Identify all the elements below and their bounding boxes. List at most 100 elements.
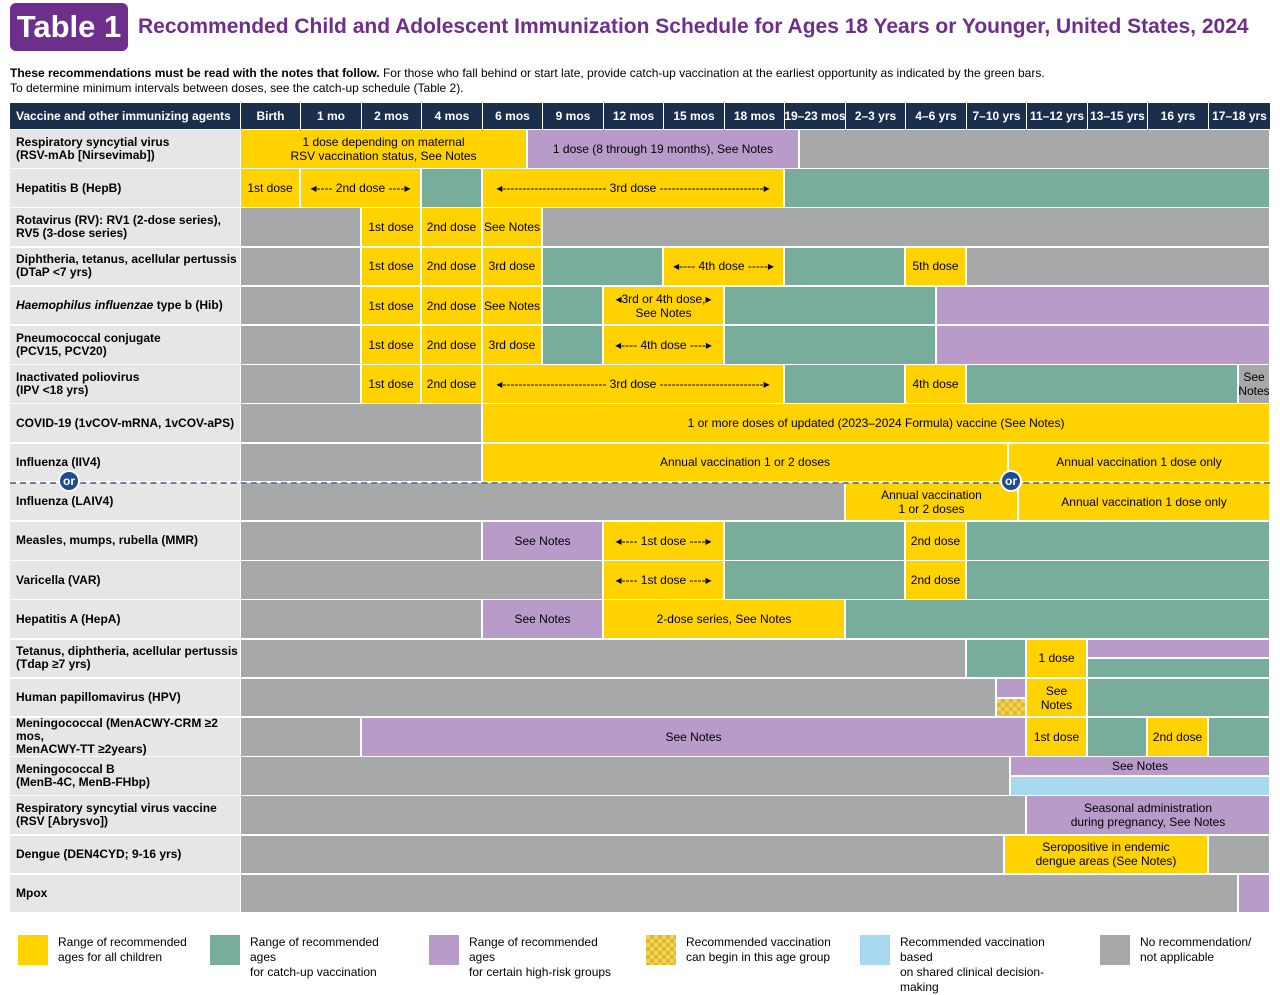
vaccine-name: Meningococcal B (MenB-4C, MenB-FHbp): [10, 757, 240, 795]
cell-text-line: Annual vaccination 1 dose only: [1061, 494, 1227, 509]
vaccine-name-line: Mpox: [16, 886, 48, 901]
column-header-age: Birth: [240, 103, 300, 129]
schedule-cell: 1 dose: [1027, 639, 1086, 678]
schedule-cell: 2nd dose: [906, 561, 965, 599]
schedule-cell: See Notes: [362, 718, 1025, 756]
vaccine-name: Respiratory syncytial virus vaccine (RSV …: [10, 796, 240, 835]
legend-label-line: for catch-up vaccination: [250, 965, 377, 979]
vaccine-name-text: Measles, mumps, rubella (MMR): [16, 534, 198, 547]
cell-text: 2nd dose: [1153, 730, 1202, 744]
vaccine-name-line: Tetanus, diphtheria, acellular pertussis: [16, 644, 238, 659]
vaccine-name-text: Human papillomavirus (HPV): [16, 691, 181, 704]
cell-text: Annual vaccination 1 or 2 doses: [881, 488, 982, 516]
legend-label-line: Recommended vaccination based: [900, 935, 1045, 964]
cell-text: ◂---- 4th dose ----▸: [615, 338, 712, 352]
cell-text-line: 2nd dose: [426, 337, 477, 352]
vaccine-name-text: Tetanus, diphtheria, acellular pertussis…: [16, 645, 238, 671]
vaccine-name-line: COVID-19 (1vCOV-mRNA, 1vCOV-aPS): [16, 415, 235, 430]
cell-text: See Notes: [665, 730, 721, 744]
vaccine-name-line: Meningococcal (MenACWY-CRM ≥2 mos,: [16, 716, 218, 744]
vaccine-name-line: Diphtheria, tetanus, acellular pertussis: [16, 252, 237, 267]
schedule-cell: [937, 286, 1269, 325]
column-header-age: 12 mos: [603, 103, 663, 129]
cell-text-line: See: [1045, 683, 1068, 698]
cell-text: 4th dose: [912, 377, 958, 391]
vaccine-name-text: Pneumococcal conjugate (PCV15, PCV20): [16, 331, 161, 358]
cell-text-line: 2nd dose: [426, 259, 477, 274]
vaccine-name-line: Respiratory syncytial virus vaccine: [16, 801, 217, 816]
schedule-cell: See Notes: [483, 286, 541, 325]
cell-text-line: 1 dose depending on maternal: [302, 134, 465, 149]
cell-text: 1 dose depending on maternal RSV vaccinat…: [290, 135, 476, 163]
schedule-cell: [422, 169, 481, 207]
influenza-divider: [10, 481, 1270, 484]
vaccine-name-rest: type b (Hib): [153, 298, 223, 313]
cell-text: 1st dose: [368, 220, 413, 234]
vaccine-name: Inactivated poliovirus (IPV <18 yrs): [10, 365, 240, 403]
vaccine-name-line: (RSV [Abrysvo]): [16, 814, 109, 829]
vaccine-name: Pneumococcal conjugate (PCV15, PCV20): [10, 326, 240, 364]
schedule-cell: [997, 698, 1025, 717]
cell-text: ◂---- 2nd dose ----▸: [310, 181, 410, 195]
vaccine-name: Meningococcal (MenACWY-CRM ≥2 mos, MenACW…: [10, 716, 240, 757]
schedule-cell: 3rd dose: [483, 247, 541, 286]
cell-text-line: Annual vaccination 1 or 2 doses: [659, 455, 831, 470]
column-header-age: 2 mos: [361, 103, 421, 129]
schedule-cell: [1209, 835, 1269, 874]
schedule-cell: [937, 326, 1269, 364]
schedule-cell: [1088, 718, 1146, 756]
column-header-age: 13–15 yrs: [1087, 103, 1147, 129]
cell-text-line: 4th dose: [912, 377, 959, 392]
schedule-cell: ◂---- 2nd dose ----▸: [301, 169, 420, 207]
schedule-cell: [241, 286, 360, 325]
schedule-cell: ◂---- 4th dose -----▸: [664, 247, 783, 286]
schedule-cell: [785, 365, 904, 403]
legend-label-line: No recommendation/: [1140, 935, 1252, 949]
column-header-age: 4–6 yrs: [905, 103, 966, 129]
legend-label-line: ages for all children: [58, 950, 163, 964]
cell-text: 2nd dose: [427, 299, 476, 313]
cell-text-line: See: [1243, 370, 1265, 385]
legend-item: Range of recommended ages for all childre…: [18, 935, 208, 965]
cell-text: 3rd dose: [489, 259, 536, 273]
vaccine-name-line: Influenza (LAIV4): [16, 494, 114, 509]
cell-text-line: ◂---- 4th dose -----▸: [673, 259, 774, 274]
schedule-cell: [241, 326, 360, 364]
intro-bold: These recommendations must be read with …: [10, 66, 380, 80]
cell-text: 1st dose: [368, 259, 413, 273]
cell-text-line: dengue areas (See Notes): [1035, 854, 1177, 869]
vaccine-name: Haemophilus influenzae type b (Hib): [10, 286, 240, 325]
column-header-age: 19–23 mos: [784, 103, 846, 129]
schedule-cell: 1st dose: [362, 286, 420, 325]
legend-item: Recommended vaccination based on shared c…: [860, 935, 1050, 995]
schedule-cell: ◂-------------------------- 3rd dose ---…: [483, 169, 783, 207]
schedule-cell: [543, 208, 1269, 247]
cell-text-line: See Notes: [635, 305, 692, 320]
vaccine-name: Measles, mumps, rubella (MMR): [10, 522, 240, 560]
cell-text-line: ◂-------------------------- 3rd dose ---…: [496, 181, 770, 196]
column-header-age: 7–10 yrs: [966, 103, 1026, 129]
cell-text: 1st dose: [368, 338, 413, 352]
legend-label: No recommendation/not applicable: [1140, 935, 1280, 965]
vaccine-name-line: MenACWY-TT ≥2years): [16, 742, 147, 757]
schedule-cell: [1088, 659, 1269, 678]
legend-label-line: Range of recommended ages: [250, 935, 379, 964]
cell-text: 2nd dose: [911, 534, 960, 548]
legend: Range of recommended ages for all childre…: [18, 935, 1280, 994]
legend-swatch: [429, 935, 459, 965]
cell-text-line: ◂---- 4th dose ----▸: [615, 337, 712, 352]
schedule-cell: [785, 169, 1269, 207]
cell-text: 1st dose: [1034, 730, 1079, 744]
cell-text-line: 2nd dose: [426, 220, 477, 235]
vaccine-name: Hepatitis A (HepA): [10, 600, 240, 639]
cell-text: 1st dose: [368, 377, 413, 391]
schedule-table: Vaccine and other immunizing agents Birth…: [10, 103, 1270, 914]
vaccine-name-text: Varicella (VAR): [16, 573, 100, 587]
vaccine-name-line: (DTaP <7 yrs): [16, 265, 92, 280]
schedule-cell: See Notes: [483, 208, 541, 247]
cell-text: 1 or more doses of updated (2023–2024 Fo…: [688, 416, 1065, 430]
schedule-cell: [241, 874, 1237, 913]
vaccine-name-line: Dengue (DEN4CYD; 9-16 yrs): [16, 846, 182, 861]
schedule-cell: 2nd dose: [906, 522, 965, 560]
cell-text: ◂---- 1st dose ----▸: [615, 573, 711, 587]
